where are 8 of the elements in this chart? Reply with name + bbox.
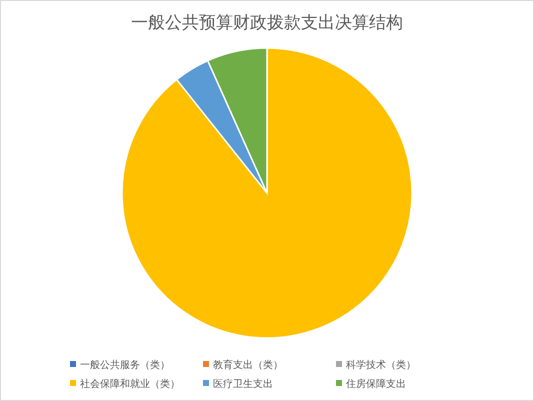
- legend-label: 住房保障支出: [346, 378, 406, 390]
- legend-label: 医疗卫生支出: [213, 378, 273, 390]
- chart-title: 一般公共预算财政拨款支出决算结构: [131, 13, 403, 33]
- legend-label: 一般公共服务（类）: [80, 359, 170, 371]
- pie-slice: [121, 47, 413, 339]
- legend-label: 科学技术（类）: [346, 359, 416, 371]
- legend-label: 教育支出（类）: [213, 359, 283, 371]
- legend-label: 社会保障和就业（类）: [80, 378, 180, 390]
